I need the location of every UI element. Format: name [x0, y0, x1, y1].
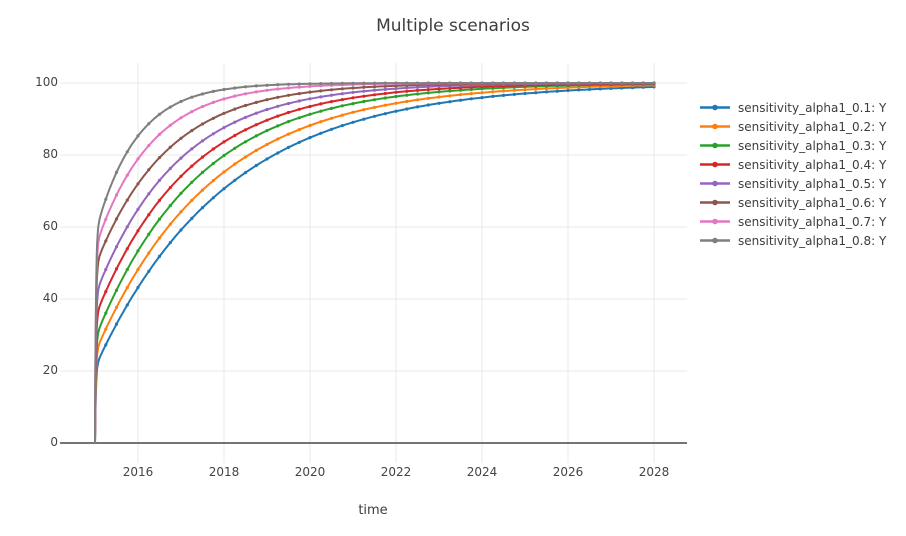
x-tick-label: 2028: [638, 465, 670, 479]
legend-marker-icon: [700, 199, 730, 206]
legend-item-label: sensitivity_alpha1_0.2: Y: [738, 119, 887, 134]
series-sensitivity_alpha1_0.5: Y: [94, 81, 656, 444]
x-tick-label: 2016: [122, 465, 154, 479]
legend-item-1[interactable]: sensitivity_alpha1_0.2: Y: [700, 117, 886, 136]
x-axis-title: time: [358, 503, 388, 518]
legend-item-label: sensitivity_alpha1_0.6: Y: [738, 195, 887, 210]
legend-marker-icon: [700, 104, 730, 111]
legend-marker-icon: [700, 237, 730, 244]
legend-item-label: sensitivity_alpha1_0.7: Y: [738, 214, 887, 229]
legend-item-5[interactable]: sensitivity_alpha1_0.6: Y: [700, 193, 886, 212]
x-tick-label: 2020: [294, 465, 326, 479]
series-sensitivity_alpha1_0.7: Y: [94, 81, 656, 444]
series-line-5: [94, 82, 654, 444]
y-tick-label: 20: [42, 363, 58, 377]
y-tick-label: 100: [35, 75, 58, 89]
legend-item-3[interactable]: sensitivity_alpha1_0.4: Y: [700, 155, 886, 174]
legend-item-label: sensitivity_alpha1_0.8: Y: [738, 233, 887, 248]
x-tick-label: 2018: [208, 465, 240, 479]
series-sensitivity_alpha1_0.8: Y: [94, 81, 656, 444]
y-tick-label: 80: [42, 147, 58, 161]
legend-item-label: sensitivity_alpha1_0.5: Y: [738, 176, 887, 191]
chart-title: Multiple scenarios: [376, 16, 530, 36]
legend-item-7[interactable]: sensitivity_alpha1_0.8: Y: [700, 231, 886, 250]
legend-item-4[interactable]: sensitivity_alpha1_0.5: Y: [700, 174, 886, 193]
legend-item-0[interactable]: sensitivity_alpha1_0.1: Y: [700, 98, 886, 117]
series-sensitivity_alpha1_0.6: Y: [94, 81, 656, 444]
legend-marker-icon: [700, 161, 730, 168]
legend-marker-icon: [700, 142, 730, 149]
legend-marker-icon: [700, 180, 730, 187]
x-tick-label: 2024: [466, 465, 498, 479]
series-line-2: [94, 83, 654, 444]
y-tick-label: 40: [42, 291, 58, 305]
series-sensitivity_alpha1_0.3: Y: [94, 82, 656, 444]
series-line-4: [94, 82, 655, 444]
series-line-6: [94, 82, 654, 444]
legend-item-label: sensitivity_alpha1_0.1: Y: [738, 100, 887, 115]
y-tick-label: 0: [50, 435, 58, 449]
series-sensitivity_alpha1_0.1: Y: [94, 85, 656, 444]
legend-marker-icon: [700, 123, 730, 130]
legend-item-2[interactable]: sensitivity_alpha1_0.3: Y: [700, 136, 886, 155]
legend: sensitivity_alpha1_0.1: Y sensitivity_alp…: [700, 98, 886, 250]
series-sensitivity_alpha1_0.4: Y: [94, 82, 656, 444]
y-tick-label: 60: [42, 219, 58, 233]
series-line-7: [94, 82, 654, 444]
legend-item-label: sensitivity_alpha1_0.3: Y: [738, 138, 887, 153]
legend-item-6[interactable]: sensitivity_alpha1_0.7: Y: [700, 212, 886, 231]
legend-item-label: sensitivity_alpha1_0.4: Y: [738, 157, 887, 172]
legend-marker-icon: [700, 218, 730, 225]
series-sensitivity_alpha1_0.2: Y: [94, 83, 656, 444]
x-tick-label: 2026: [552, 465, 584, 479]
series-line-3: [94, 82, 654, 444]
x-tick-label: 2022: [380, 465, 412, 479]
